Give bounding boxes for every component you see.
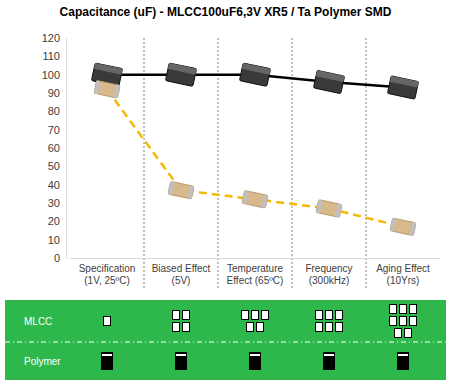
- y-tick: 0: [54, 252, 66, 264]
- x-tick: Biased Effect(5V): [152, 258, 211, 286]
- y-tick-label: 90: [48, 87, 60, 99]
- x-axis-line: [71, 258, 441, 259]
- y-tick: 80: [48, 105, 66, 117]
- x-axis: Specification(1V, 25ºC) Biased Effect(5V)…: [71, 258, 441, 286]
- y-tick-label: 120: [42, 32, 60, 44]
- y-tick-label: 20: [48, 215, 60, 227]
- count-icons: [390, 305, 417, 338]
- series-line: [107, 89, 403, 227]
- row-label: Polymer: [24, 356, 61, 367]
- point: [313, 70, 344, 93]
- x-tick-label: Frequency(300kHz): [305, 263, 352, 286]
- y-tick: 100: [42, 69, 66, 81]
- point: [94, 80, 120, 98]
- x-tick-label: Biased Effect(5V): [152, 263, 211, 286]
- y-tick: 10: [48, 234, 66, 246]
- count-icons: [242, 311, 269, 332]
- count-icons: [101, 352, 113, 370]
- separator: [366, 38, 367, 288]
- count-icons: [323, 352, 335, 370]
- y-tick-label: 50: [48, 160, 60, 172]
- y-tick-label: 70: [48, 124, 60, 136]
- y-tick: 50: [48, 160, 66, 172]
- y-tick: 20: [48, 215, 66, 227]
- count-icons: [175, 352, 187, 370]
- panel-divider: [5, 342, 446, 343]
- y-tick: 70: [48, 124, 66, 136]
- y-tick-label: 80: [48, 105, 60, 117]
- title: Capacitance (uF) - MLCC100uF6,3V XR5 / T…: [60, 5, 392, 19]
- y-tick-label: 60: [48, 142, 60, 154]
- y-tick-label: 40: [48, 179, 60, 191]
- count-panel: [5, 300, 446, 380]
- point: [165, 63, 196, 86]
- x-tick-label: Aging Effect(10Yrs): [376, 263, 430, 286]
- y-axis-line: [66, 39, 67, 259]
- y-tick: 120: [42, 32, 66, 44]
- count-icons: [316, 311, 343, 332]
- x-tick-label: TemperatureEffect (65ºC): [227, 263, 284, 286]
- point: [168, 181, 194, 199]
- x-tick: TemperatureEffect (65ºC): [227, 258, 284, 286]
- count-icons: [397, 352, 409, 370]
- y-tick-label: 0: [54, 252, 60, 264]
- plot-area: [91, 63, 418, 236]
- point: [242, 190, 268, 208]
- row-label: MLCC: [24, 316, 52, 327]
- y-tick-label: 10: [48, 234, 60, 246]
- y-tick-label: 30: [48, 197, 60, 209]
- point: [387, 76, 418, 99]
- x-tick: Aging Effect(10Yrs): [376, 258, 430, 286]
- y-tick-label: 100: [42, 69, 60, 81]
- count-icons: [249, 352, 261, 370]
- x-tick: Specification(1V, 25ºC): [79, 258, 136, 286]
- y-axis: 0 10 20 30 40 50 60 70 80 90 100 110 120: [42, 32, 67, 264]
- y-tick: 40: [48, 179, 66, 191]
- y-tick: 60: [48, 142, 66, 154]
- count-icons: [173, 311, 190, 332]
- y-tick: 110: [42, 50, 66, 62]
- count-icons: [104, 317, 111, 326]
- x-tick: Frequency(300kHz): [305, 258, 352, 286]
- x-tick-label: Specification(1V, 25ºC): [79, 263, 136, 286]
- y-tick: 90: [48, 87, 66, 99]
- y-tick: 30: [48, 197, 66, 209]
- chart: Capacitance (uF) - MLCC100uF6,3V XR5 / T…: [0, 0, 451, 391]
- point: [390, 218, 416, 236]
- separator: [292, 38, 293, 288]
- point: [239, 63, 270, 86]
- y-tick-label: 110: [42, 50, 60, 62]
- point: [316, 200, 342, 218]
